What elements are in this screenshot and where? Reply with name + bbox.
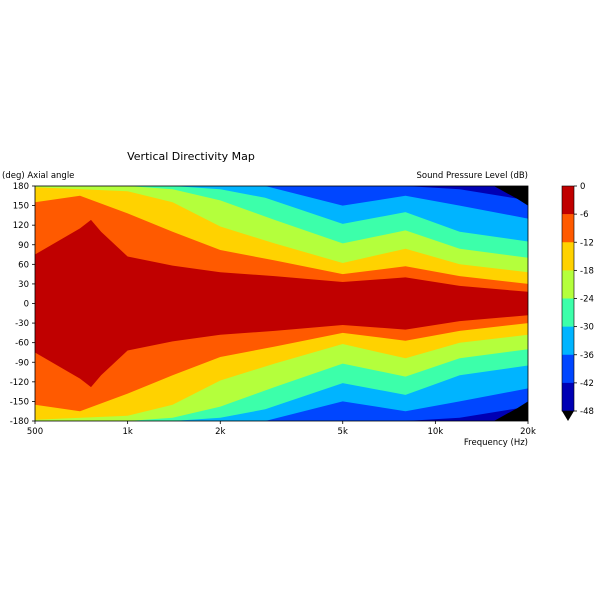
colorbar-extend-arrow	[562, 411, 574, 421]
y-tick-label: -120	[10, 378, 29, 388]
colorbar-tick-label: -48	[580, 407, 594, 417]
x-tick-label: 10k	[427, 427, 443, 437]
y-tick-label: -30	[15, 319, 29, 329]
y-tick-label: 90	[18, 241, 29, 251]
heatmap-band-level-6	[35, 219, 528, 388]
colorbar-tick-label: -18	[580, 266, 594, 276]
x-tick-label: 1k	[122, 427, 132, 437]
colorbar-tick-label: -36	[580, 351, 594, 361]
y-tick-label: 180	[13, 182, 29, 192]
x-tick-label: 500	[27, 427, 43, 437]
y-tick-label: -180	[10, 417, 29, 427]
colorbar-tick-label: -30	[580, 323, 594, 333]
y-tick-label: -60	[15, 339, 29, 349]
y-tick-label: 120	[13, 221, 29, 231]
colorbar-segment	[562, 382, 574, 412]
colorbar-tick-label: -42	[580, 379, 594, 389]
heatmap-under-region	[493, 401, 528, 421]
x-tick-label: 20k	[520, 427, 536, 437]
heatmap-under-region	[493, 186, 528, 206]
colorbar: 0 -6 -12 -18 -24 -30 -36 -42 -48	[561, 182, 594, 421]
y-tick-label: 30	[18, 280, 29, 290]
colorbar-segment	[562, 354, 574, 384]
y-tick-label: -90	[15, 358, 29, 368]
colorbar-segment	[562, 242, 574, 271]
colorbar-segment	[562, 186, 574, 215]
colorbar-segment	[562, 214, 574, 243]
colorbar-segment	[562, 270, 574, 299]
colorbar-tick-label: -12	[580, 238, 594, 248]
y-axis-label: (deg) Axial angle	[2, 171, 74, 181]
chart-title: Vertical Directivity Map	[127, 150, 255, 163]
colorbar-segment	[562, 326, 574, 356]
y-tick-label: 150	[13, 202, 29, 212]
colorbar-label: Sound Pressure Level (dB)	[417, 171, 528, 181]
colorbar-segment	[562, 298, 574, 327]
y-tick-label: -150	[10, 397, 29, 407]
colorbar-tick-label: 0	[580, 182, 585, 192]
heatmap-plot-area	[35, 186, 528, 421]
x-tick-label: 5k	[338, 427, 348, 437]
colorbar-tick-label: -6	[580, 210, 588, 220]
y-tick-label: 60	[18, 260, 29, 270]
colorbar-tick-label: -24	[580, 295, 594, 305]
x-axis-label: Frequency (Hz)	[464, 438, 528, 448]
x-tick-label: 2k	[215, 427, 225, 437]
axes: 180 150 120 90 60 30 0 -30 -60 -90 -120 -150 -180500…	[10, 182, 536, 437]
y-tick-label: 0	[24, 300, 29, 310]
